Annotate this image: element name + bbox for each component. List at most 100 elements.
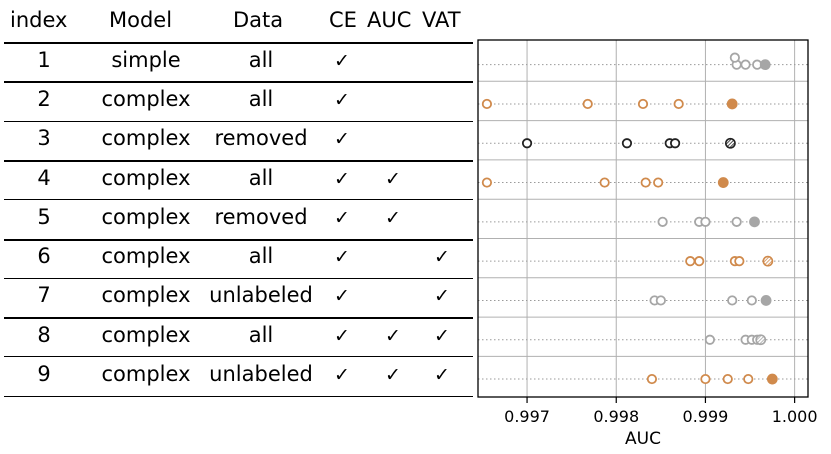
check-auc: ✓ (385, 167, 401, 190)
best-point (760, 295, 772, 306)
row-index: 1 (37, 47, 51, 72)
row-model: complex (101, 86, 191, 111)
check-vat: ✓ (434, 246, 450, 269)
row-index: 2 (37, 86, 51, 111)
check-ce: ✓ (334, 285, 350, 308)
x-tick-label: 0.998 (593, 407, 639, 426)
run-point (657, 216, 668, 227)
row-data: all (248, 244, 274, 269)
table-header-rule (4, 42, 473, 44)
run-point (700, 373, 711, 385)
run-point (481, 98, 493, 110)
run-point (685, 256, 696, 267)
run-point (722, 373, 733, 385)
row-index: 7 (37, 283, 51, 308)
run-point (673, 98, 684, 110)
row-separator (4, 356, 473, 358)
check-ce: ✓ (334, 167, 350, 190)
run-point (727, 295, 738, 306)
row-model: complex (101, 362, 191, 387)
row-data: all (248, 322, 274, 347)
run-point (670, 138, 681, 149)
run-point (731, 216, 742, 227)
row-separator (4, 81, 473, 84)
row-separator (4, 199, 473, 201)
best-point (762, 255, 774, 267)
best-point (755, 334, 767, 346)
row-model: complex (101, 204, 191, 229)
check-ce: ✓ (334, 206, 350, 229)
check-ce: ✓ (334, 246, 350, 269)
row-separator (4, 395, 473, 397)
row-separator (4, 317, 473, 320)
row-index: 6 (37, 244, 51, 269)
plot-frame (477, 39, 809, 398)
run-point (743, 373, 754, 385)
run-point (646, 373, 658, 385)
header-vat: VAT (422, 8, 461, 32)
x-tick-label: 0.997 (504, 407, 550, 426)
row-model: complex (101, 322, 191, 347)
run-point (704, 334, 715, 345)
run-point (694, 256, 705, 267)
run-point (621, 138, 633, 149)
settings-table: index Model Data CE AUC VAT 1 simple all ✓ 2… (4, 8, 473, 397)
row-index: 4 (37, 165, 51, 190)
check-vat: ✓ (434, 324, 450, 347)
row-index: 8 (37, 322, 51, 347)
x-axis-label: AUC (625, 429, 661, 449)
row-data: all (248, 86, 274, 111)
run-point (729, 52, 740, 63)
check-ce: ✓ (334, 88, 350, 111)
row-separator (4, 277, 473, 279)
run-point (740, 59, 751, 70)
best-point (766, 373, 778, 385)
row-data: unlabeled (209, 283, 313, 308)
check-auc: ✓ (385, 206, 401, 229)
best-point (725, 137, 736, 149)
check-vat: ✓ (434, 364, 450, 387)
row-separator (4, 120, 473, 122)
row-model: complex (101, 244, 191, 269)
run-point (481, 177, 493, 188)
row-data: removed (214, 204, 308, 229)
best-point (749, 216, 760, 228)
run-point (653, 177, 664, 188)
run-point (599, 177, 610, 188)
row-data: all (248, 165, 274, 190)
x-tick-label: 0.999 (683, 407, 729, 426)
row-data: all (248, 47, 274, 72)
check-ce: ✓ (334, 128, 350, 151)
check-ce: ✓ (334, 324, 350, 347)
row-index: 5 (37, 204, 51, 229)
row-data: unlabeled (209, 362, 313, 387)
check-auc: ✓ (385, 324, 401, 347)
row-model: simple (111, 47, 181, 72)
best-point (726, 98, 738, 110)
row-model: complex (101, 165, 191, 190)
row-separator (4, 238, 473, 241)
run-point (640, 177, 651, 188)
header-index: index (10, 8, 68, 32)
header-ce: CE (329, 8, 357, 32)
header-auc: AUC (367, 8, 412, 32)
row-separator (4, 159, 473, 162)
row-model: complex (101, 126, 191, 151)
run-point (746, 295, 757, 306)
row-model: complex (101, 283, 191, 308)
best-point (759, 59, 771, 71)
check-vat: ✓ (434, 285, 450, 308)
best-point (717, 177, 729, 188)
run-point (637, 98, 649, 110)
row-index: 3 (37, 126, 51, 151)
run-point (734, 256, 745, 267)
run-point (700, 216, 711, 227)
check-ce: ✓ (334, 364, 350, 387)
header-data: Data (233, 8, 284, 32)
check-ce: ✓ (334, 49, 350, 72)
row-index: 9 (37, 362, 51, 387)
check-auc: ✓ (385, 364, 401, 387)
header-model: Model (109, 8, 173, 32)
row-data: removed (214, 126, 308, 151)
